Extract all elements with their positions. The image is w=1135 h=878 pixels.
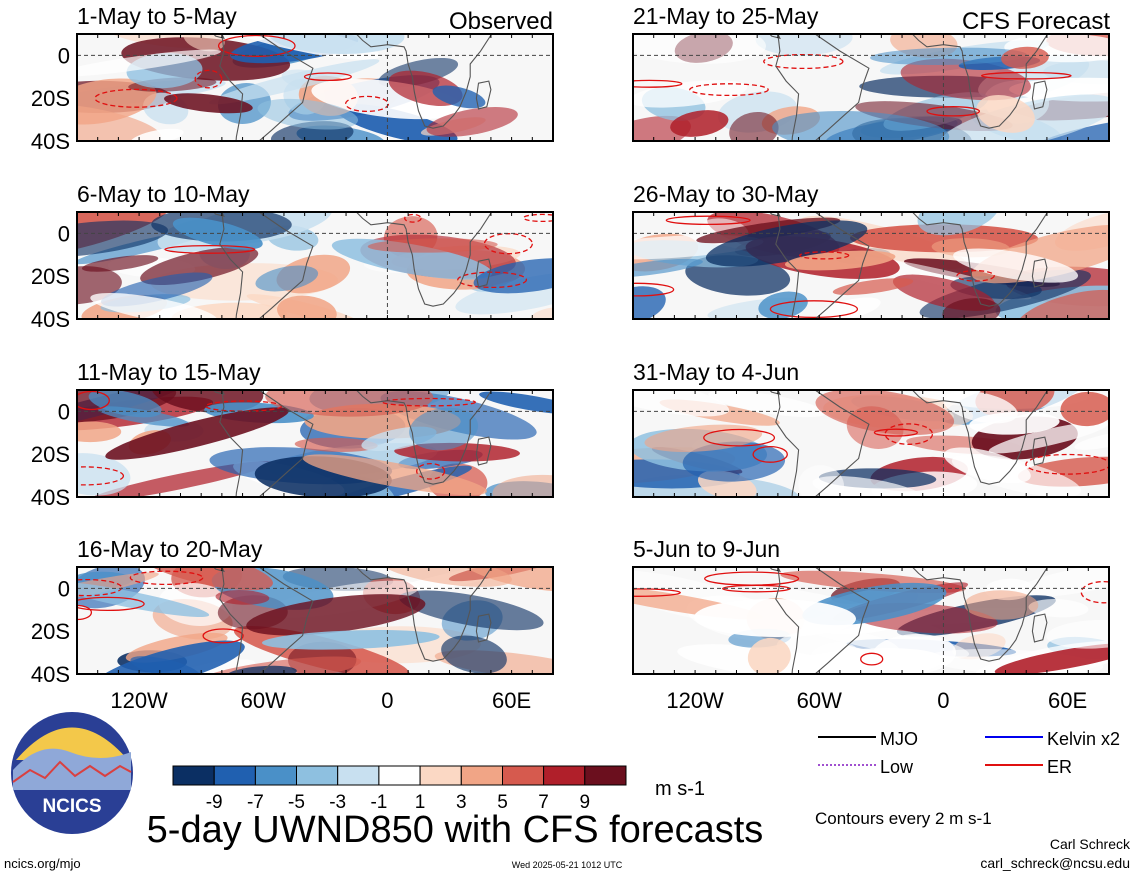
panel-title: 16-May to 20-May: [77, 536, 263, 562]
colorbar-label: -5: [288, 792, 305, 813]
y-tick-label: 40S: [31, 662, 70, 687]
y-tick-label: 40S: [31, 307, 70, 332]
legend-label: Low: [880, 757, 914, 777]
x-tick-label: 60W: [797, 688, 842, 713]
legend-label: ER: [1047, 757, 1072, 777]
y-tick-label: 20S: [31, 619, 70, 644]
panel-title: 5-Jun to 9-Jun: [633, 536, 780, 562]
map-panel: 5-Jun to 9-Jun 120W 60W 0 60E: [632, 536, 1110, 713]
observed-label: Observed: [449, 8, 553, 35]
logo-text: NCICS: [42, 796, 101, 817]
y-tick-label: 20S: [31, 442, 70, 467]
x-tick-label: 60E: [492, 688, 531, 713]
x-tick-label: 120W: [110, 688, 168, 713]
colorbar-swatch: [460, 765, 503, 786]
timestamp: Wed 2025-05-21 1012 UTC: [512, 860, 623, 870]
author-email: carl_schreck@ncsu.edu: [980, 855, 1130, 871]
panel-title: 31-May to 4-Jun: [633, 359, 799, 385]
units-label: m s-1: [655, 778, 705, 800]
y-tick-label: 40S: [31, 485, 70, 510]
y-tick-label: 40S: [31, 129, 70, 154]
panel-title: 11-May to 15-May: [77, 359, 261, 385]
panel-title: 26-May to 30-May: [633, 181, 819, 207]
map-panel: 26-May to 30-May: [632, 181, 1110, 320]
x-tick-label: 60W: [241, 688, 286, 713]
map-panel: 1-May to 5-May 0 20S 40S: [31, 3, 554, 154]
legend: MJO Kelvin x2 Low ER: [818, 729, 1120, 777]
colorbar-label: 7: [538, 792, 549, 813]
y-tick-label: 0: [58, 576, 70, 601]
colorbar-label: -1: [370, 792, 387, 813]
colorbar-swatch: [337, 765, 380, 786]
map-panels: 1-May to 5-May 0 20S 40S 6-May to 10-May 0 20S…: [31, 3, 1110, 713]
colorbar-swatch: [543, 765, 586, 786]
map-panel: 21-May to 25-May: [632, 3, 1110, 142]
y-tick-label: 0: [58, 43, 70, 68]
colorbar-label: 9: [580, 792, 591, 813]
map-panel: 11-May to 15-May 0 20S 40S: [31, 359, 554, 510]
site-link[interactable]: ncics.org/mjo: [4, 856, 81, 871]
panel-title: 6-May to 10-May: [77, 181, 250, 207]
y-tick-label: 0: [58, 399, 70, 424]
colorbar-swatch: [254, 765, 298, 786]
author-name: Carl Schreck: [1050, 836, 1131, 852]
x-tick-label: 0: [937, 688, 949, 713]
x-tick-label: 120W: [666, 688, 724, 713]
colorbar-label: 5: [497, 792, 508, 813]
colorbar-swatch: [296, 765, 339, 786]
colorbar-swatch: [172, 765, 215, 786]
colorbar-swatch: [584, 765, 627, 786]
colorbar-swatch: [502, 765, 545, 786]
y-tick-label: 20S: [31, 86, 70, 111]
legend-label: MJO: [880, 729, 918, 749]
colorbar-label: -3: [329, 792, 346, 813]
colorbar: -9 -7 -5 -3 -1 1 3 5 7 9: [172, 765, 627, 813]
x-tick-label: 60E: [1048, 688, 1087, 713]
map-panel: 6-May to 10-May 0 20S 40S: [31, 181, 554, 332]
legend-label: Kelvin x2: [1047, 729, 1120, 749]
panel-title: 1-May to 5-May: [77, 3, 237, 29]
colorbar-label: 3: [456, 792, 467, 813]
map-panel: 16-May to 20-May 0 20S 40S 120W 60W 0 60E: [31, 536, 554, 713]
figure-title: 5-day UWND850 with CFS forecasts: [147, 809, 764, 851]
forecast-label: CFS Forecast: [962, 8, 1110, 35]
colorbar-swatch: [378, 765, 421, 786]
contour-note: Contours every 2 m s-1: [815, 809, 992, 828]
colorbar-swatch: [419, 765, 462, 786]
colorbar-label: -9: [206, 792, 223, 813]
x-tick-label: 0: [381, 688, 393, 713]
colorbar-label: 1: [415, 792, 426, 813]
y-tick-label: 20S: [31, 264, 70, 289]
colorbar-label: -7: [247, 792, 264, 813]
y-tick-label: 0: [58, 221, 70, 246]
colorbar-swatch: [213, 765, 256, 786]
map-panel: 31-May to 4-Jun: [632, 359, 1110, 498]
ncics-logo: NCICS: [11, 712, 133, 834]
panel-title: 21-May to 25-May: [633, 3, 819, 29]
